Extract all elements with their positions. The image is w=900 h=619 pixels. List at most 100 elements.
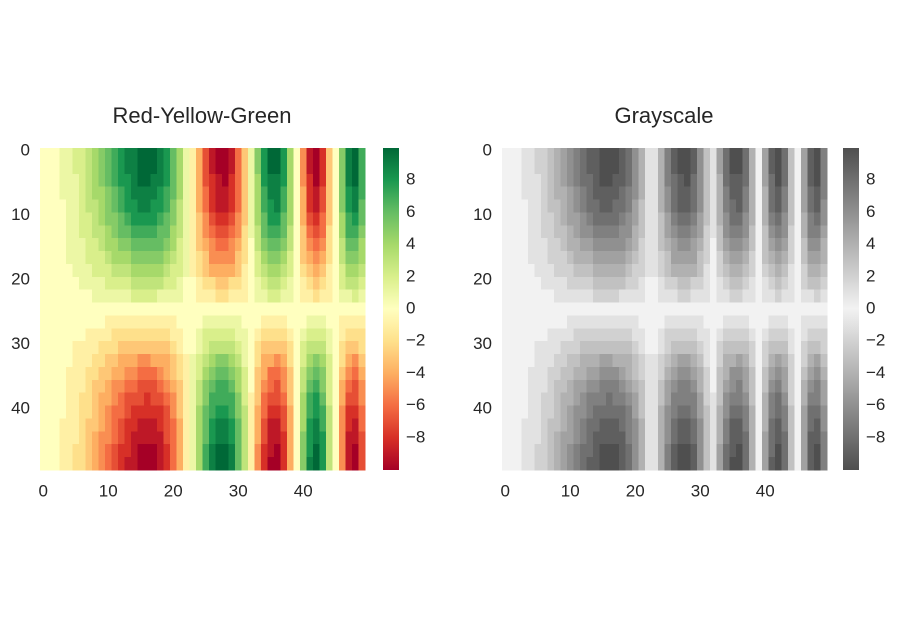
cell	[326, 302, 334, 317]
cell	[300, 263, 308, 278]
cell	[801, 148, 809, 162]
cell	[254, 186, 262, 201]
cell	[729, 392, 737, 407]
cell	[781, 354, 789, 368]
cell	[313, 457, 321, 471]
cell	[567, 392, 575, 407]
cell	[742, 418, 750, 432]
cell	[326, 289, 334, 304]
cell	[651, 212, 659, 226]
cell	[684, 289, 692, 304]
cell	[534, 173, 542, 188]
cell	[684, 457, 692, 471]
cell	[742, 251, 750, 265]
cell	[170, 444, 178, 458]
cell	[690, 405, 698, 420]
cell	[332, 328, 340, 342]
cell	[762, 212, 770, 226]
cell	[619, 444, 627, 458]
cell	[313, 148, 321, 162]
cell	[46, 186, 54, 201]
cell	[261, 366, 269, 381]
cell	[339, 160, 347, 175]
cell	[105, 148, 113, 162]
cell	[306, 148, 314, 162]
cell	[137, 186, 145, 201]
cell	[313, 302, 321, 317]
cell	[137, 341, 145, 355]
cell	[716, 289, 724, 304]
cell	[794, 418, 802, 432]
cell	[703, 405, 711, 420]
cell	[658, 431, 666, 445]
cell	[40, 173, 48, 188]
cell	[528, 173, 536, 188]
cell	[124, 457, 132, 471]
cell	[515, 431, 523, 445]
cell	[788, 354, 796, 368]
cell	[98, 341, 106, 355]
cell	[723, 148, 731, 162]
cell	[319, 199, 327, 213]
cell	[671, 186, 679, 201]
cell	[222, 173, 230, 188]
cell	[137, 366, 145, 381]
cell	[781, 431, 789, 445]
cell	[736, 392, 744, 407]
cell	[723, 173, 731, 188]
cell	[528, 289, 536, 304]
cell	[98, 238, 106, 252]
cell	[222, 160, 230, 175]
cell	[111, 366, 119, 381]
cell	[658, 238, 666, 252]
cell	[723, 405, 731, 420]
cell	[573, 392, 581, 407]
cell	[46, 354, 54, 368]
cell	[586, 263, 594, 278]
cell	[781, 160, 789, 175]
cell	[332, 225, 340, 239]
cell	[547, 341, 555, 355]
cell	[638, 289, 646, 304]
cell	[92, 405, 100, 420]
cell	[144, 225, 152, 239]
cell	[319, 160, 327, 175]
cell	[729, 418, 737, 432]
cell	[729, 160, 737, 175]
colorbar-tick-label: −2	[866, 331, 885, 350]
cell	[202, 328, 210, 342]
cell	[801, 328, 809, 342]
cell	[92, 263, 100, 278]
x-tick-label: 10	[99, 481, 118, 500]
cell	[170, 418, 178, 432]
cell	[144, 354, 152, 368]
cell	[170, 263, 178, 278]
cell	[580, 328, 588, 342]
cell	[306, 341, 314, 355]
cell	[749, 225, 757, 239]
cell	[72, 238, 80, 252]
cell	[196, 328, 204, 342]
cell	[534, 160, 542, 175]
cell	[723, 276, 731, 291]
cell	[345, 328, 353, 342]
cell	[645, 238, 653, 252]
cell	[593, 263, 601, 278]
cell	[202, 418, 210, 432]
cell	[664, 328, 672, 342]
cell	[814, 354, 822, 368]
cell	[53, 418, 61, 432]
cell	[66, 160, 74, 175]
cell	[274, 431, 282, 445]
cell	[248, 431, 256, 445]
cell	[248, 173, 256, 188]
cell	[183, 225, 191, 239]
cell	[534, 148, 542, 162]
cell	[619, 225, 627, 239]
colorbar-tick-label: −4	[406, 363, 425, 382]
cell	[606, 276, 614, 291]
cell	[235, 173, 243, 188]
cell	[703, 328, 711, 342]
cell	[716, 405, 724, 420]
cell	[736, 186, 744, 201]
